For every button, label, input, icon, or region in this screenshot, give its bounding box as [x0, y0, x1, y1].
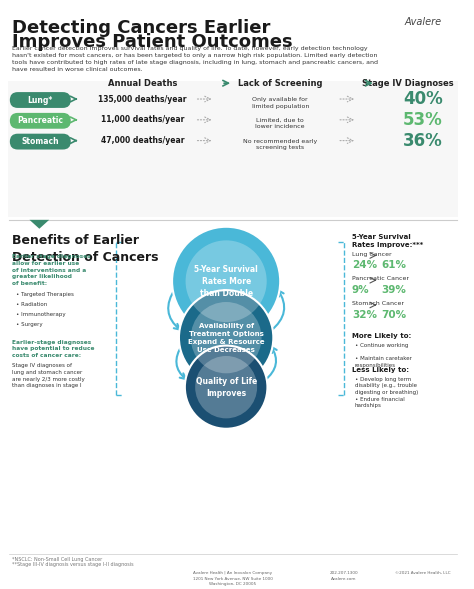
Circle shape: [191, 302, 262, 373]
Text: 61%: 61%: [382, 260, 407, 270]
Bar: [8, 81, 458, 217]
Text: 70%: 70%: [382, 310, 407, 320]
Text: • Endure financial
hardships: • Endure financial hardships: [355, 397, 405, 408]
Text: Lack of Screening: Lack of Screening: [238, 79, 322, 88]
Text: 202.207.1300
Avalere.com: 202.207.1300 Avalere.com: [330, 571, 358, 581]
Text: Pancreatic: Pancreatic: [18, 116, 64, 125]
Text: Only available for
limited population: Only available for limited population: [252, 97, 309, 108]
Text: *NSCLC: Non-Small Cell Lung Cancer: *NSCLC: Non-Small Cell Lung Cancer: [12, 557, 102, 561]
FancyBboxPatch shape: [10, 134, 71, 150]
Text: • Radiation: • Radiation: [16, 302, 47, 307]
Text: Stage IV diagnoses of
lung and stomach cancer
are nearly 2/3 more costly
than di: Stage IV diagnoses of lung and stomach c…: [12, 363, 84, 388]
Text: Quality of Life
Improves: Quality of Life Improves: [195, 377, 257, 398]
Text: More Likely to:: More Likely to:: [352, 333, 411, 339]
Text: Avalere Health | An Inovalon Company
1201 New York Avenue, NW Suite 1000
Washing: Avalere Health | An Inovalon Company 120…: [193, 571, 273, 587]
Text: 5-Year Survival
Rates More
than Double: 5-Year Survival Rates More than Double: [194, 265, 258, 297]
Text: 47,000 deaths/year: 47,000 deaths/year: [101, 136, 184, 145]
Text: Improves Patient Outcomes: Improves Patient Outcomes: [12, 32, 292, 51]
Polygon shape: [29, 220, 49, 229]
Text: 36%: 36%: [403, 131, 443, 150]
FancyBboxPatch shape: [10, 92, 71, 108]
Text: 39%: 39%: [382, 285, 406, 295]
Text: • Targeted Therapies: • Targeted Therapies: [16, 292, 73, 297]
Text: 24%: 24%: [352, 260, 377, 270]
Circle shape: [179, 290, 273, 385]
Circle shape: [185, 346, 267, 429]
Text: Earlier stage diagnoses
allow for earlier use
of interventions and a
greater lik: Earlier stage diagnoses allow for earlie…: [12, 254, 91, 286]
Circle shape: [195, 356, 257, 418]
Text: Limited, due to
lower incidence: Limited, due to lower incidence: [255, 118, 305, 130]
Text: 135,000 deaths/year: 135,000 deaths/year: [98, 94, 187, 104]
FancyBboxPatch shape: [10, 113, 71, 129]
Text: Lung Cancer: Lung Cancer: [352, 252, 392, 257]
Text: 11,000 deaths/year: 11,000 deaths/year: [101, 115, 184, 124]
Circle shape: [172, 227, 280, 336]
Text: Less Likely to:: Less Likely to:: [352, 368, 409, 373]
Text: Annual Deaths: Annual Deaths: [108, 79, 177, 88]
Text: Availability of
Treatment Options
Expand & Resource
Use Decreases: Availability of Treatment Options Expand…: [188, 323, 264, 353]
Text: 5-Year Survival
Rates Improve:***: 5-Year Survival Rates Improve:***: [352, 234, 423, 248]
Text: Pancreatic Cancer: Pancreatic Cancer: [352, 276, 409, 282]
Text: Stomach: Stomach: [21, 137, 59, 146]
Text: Detecting Cancers Earlier: Detecting Cancers Earlier: [12, 19, 270, 37]
Text: ©2021 Avalere Health, LLC: ©2021 Avalere Health, LLC: [395, 571, 451, 575]
Circle shape: [186, 240, 267, 322]
Text: Earlier cancer detection improves survival rates and quality of life. To date, h: Earlier cancer detection improves surviv…: [12, 45, 378, 71]
Text: • Immunotherapy: • Immunotherapy: [16, 312, 65, 317]
Text: **Stage III-IV diagnosis versus stage I-II diagnosis: **Stage III-IV diagnosis versus stage I-…: [12, 562, 133, 567]
Text: No recommended early
screening tests: No recommended early screening tests: [243, 138, 318, 150]
Text: 40%: 40%: [403, 90, 443, 108]
Text: Stomach Cancer: Stomach Cancer: [352, 301, 404, 306]
Text: • Surgery: • Surgery: [16, 322, 42, 327]
Text: • Maintain caretaker
responsibilities: • Maintain caretaker responsibilities: [355, 356, 412, 368]
Text: Avalere: Avalere: [404, 17, 441, 27]
Text: 32%: 32%: [352, 310, 377, 320]
Text: Stage IV Diagnoses: Stage IV Diagnoses: [362, 79, 454, 88]
Text: • Continue working: • Continue working: [355, 343, 408, 348]
Text: 9%: 9%: [352, 285, 370, 295]
Text: Earlier-stage diagnoses
have potential to reduce
costs of cancer care:: Earlier-stage diagnoses have potential t…: [12, 340, 94, 358]
Text: Benefits of Earlier
Detection of Cancers: Benefits of Earlier Detection of Cancers: [12, 234, 158, 264]
Text: Lung*: Lung*: [27, 95, 53, 104]
Text: • Develop long term
disability (e.g., trouble
digesting or breathing): • Develop long term disability (e.g., tr…: [355, 378, 418, 395]
Text: 53%: 53%: [403, 111, 443, 129]
